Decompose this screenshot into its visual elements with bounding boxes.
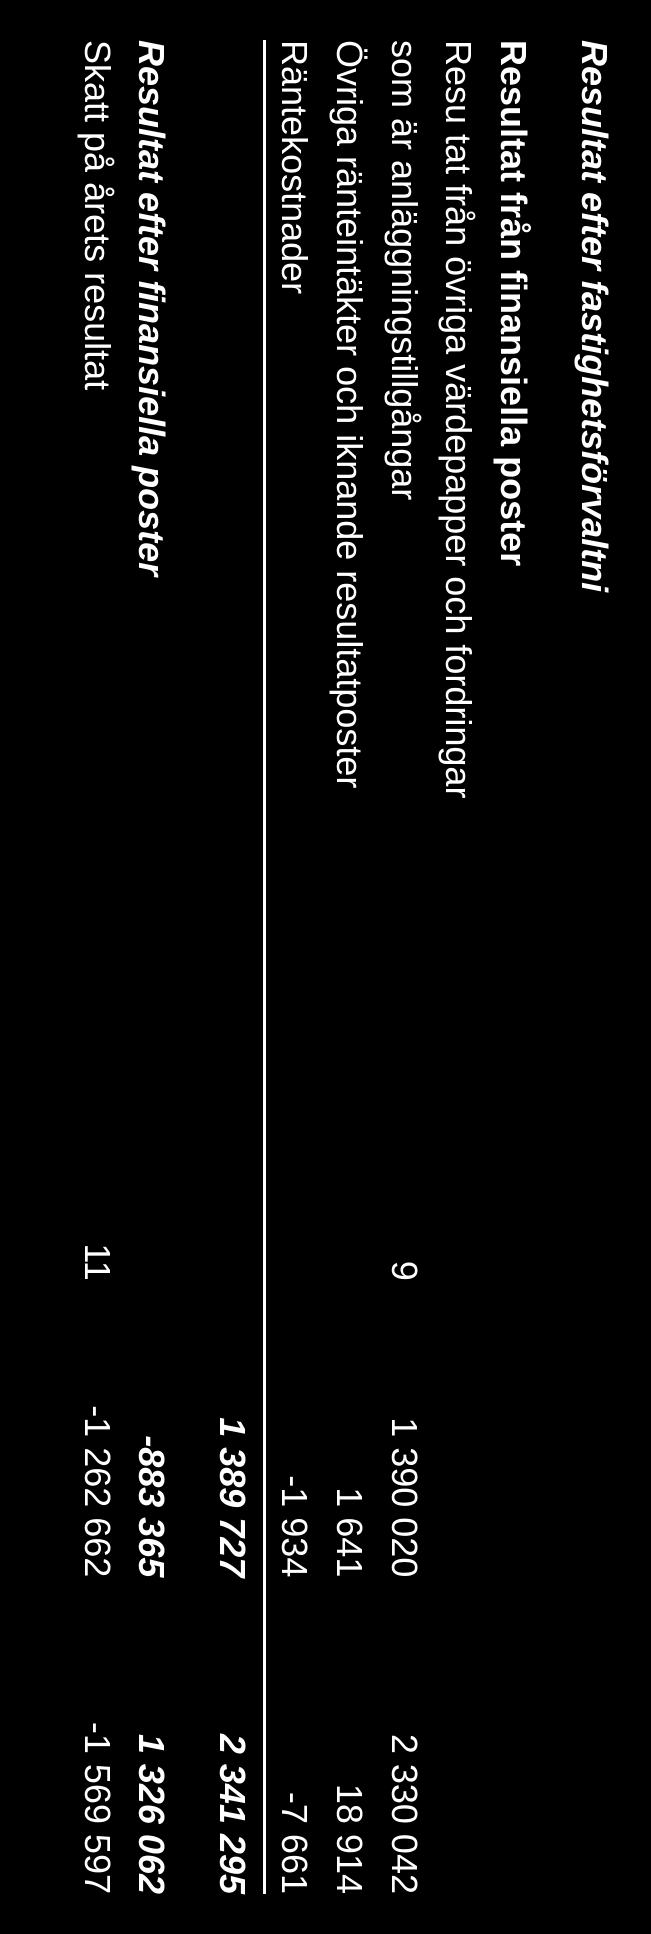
row-arets-c1: -2 146 027 xyxy=(0,1301,1,1598)
row-efter-fin: Resultat efter finansiella poster -883 3… xyxy=(124,40,179,1894)
row-skatt-c2: -1 569 597 xyxy=(69,1597,124,1894)
row-efter-fin-label: Resultat efter finansiella poster xyxy=(124,40,179,1189)
row-ranteint: Övriga ränteintäkter och iknande resulta… xyxy=(321,40,376,1894)
row-skatt: Skatt på årets resultat 11 -1 262 662 -1… xyxy=(69,40,124,1894)
heading-finposter-text: Resultat från finansiella poster xyxy=(485,40,540,1189)
row-skatt-note: 11 xyxy=(69,1189,124,1300)
row-sum-fin-c2: 2 341 295 xyxy=(204,1597,264,1894)
row-sum-fin-c1: 1 389 727 xyxy=(204,1301,264,1598)
row-ranteint-c2: 18 914 xyxy=(321,1597,376,1894)
row-efter-fin-c1: -883 365 xyxy=(124,1301,179,1598)
income-statement-table: Resultat efter fastighetsförvaltni Resul… xyxy=(0,40,621,1894)
row-ranteint-c1: 1 641 xyxy=(321,1301,376,1598)
heading-fastighet: Resultat efter fastighetsförvaltni xyxy=(566,40,621,1894)
row-efter-fin-c2: 1 326 062 xyxy=(124,1597,179,1894)
row-rantekost-c2: -7 661 xyxy=(265,1597,321,1894)
row-ovriga-vp-2: som är anläggningstillgångar 9 1 390 020… xyxy=(376,40,431,1894)
row-skatt-c1: -1 262 662 xyxy=(69,1301,124,1598)
row-rantekost-c1: -1 934 xyxy=(265,1301,321,1598)
row-arets-c2: -243 535 xyxy=(0,1597,1,1894)
heading-finposter: Resultat från finansiella poster xyxy=(485,40,540,1894)
row-rantekost: Räntekostnader -1 934 -7 661 xyxy=(265,40,321,1894)
row-sum-fin: 1 389 727 2 341 295 xyxy=(204,40,264,1894)
heading-fastighet-text: Resultat efter fastighetsförvaltni xyxy=(566,40,621,1189)
row-ovriga-vp-label2: som är anläggningstillgångar xyxy=(376,40,431,1189)
row-ovriga-vp-1: Resu tat från övriga värdepapper och for… xyxy=(431,40,486,1894)
row-ovriga-vp-label1: Resu tat från övriga värdepapper och for… xyxy=(431,40,486,1189)
row-rantekost-label: Räntekostnader xyxy=(265,40,321,1189)
row-arets-label: Årets resultat xyxy=(0,40,1,1189)
row-skatt-label: Skatt på årets resultat xyxy=(69,40,124,1189)
row-ovriga-vp-note: 9 xyxy=(376,1189,431,1300)
row-ovriga-vp-c2: 2 330 042 xyxy=(376,1597,431,1894)
row-arets: Årets resultat -2 146 027 -243 535 xyxy=(0,40,1,1894)
row-ranteint-label: Övriga ränteintäkter och iknande resulta… xyxy=(321,40,376,1189)
row-ovriga-vp-c1: 1 390 020 xyxy=(376,1301,431,1598)
